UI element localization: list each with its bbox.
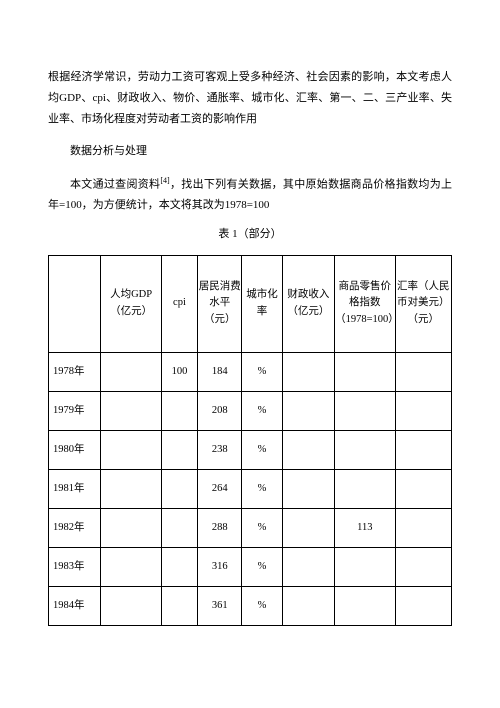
table-row: 1984年 361 % [49,586,452,625]
table-header-row: 人均GDP（亿元） cpi 居民消费水平（元） 城市化率 财政收入（亿元） 商品… [49,255,452,352]
cell-rpi: 113 [335,508,395,547]
cell-cons: 184 [198,352,242,391]
cell-cpi [161,586,197,625]
cell-cons: 208 [198,391,242,430]
cell-year: 1984年 [49,586,101,625]
cell-gdp [101,508,161,547]
table-row: 1978年 100 184 % [49,352,452,391]
header-urban: 城市化率 [242,255,282,352]
cell-rpi [335,352,395,391]
cell-fisc [282,469,334,508]
section-heading-data: 数据分析与处理 [48,141,452,162]
document-page: 根据经济学常识，劳动力工资可客观上受多种经济、社会因素的影响，本文考虑人均GDP… [0,0,500,708]
cell-fx [395,430,451,469]
cell-rpi [335,469,395,508]
table-body: 1978年 100 184 % 1979年 208 % 1980年 [49,352,452,625]
cell-urban: % [242,430,282,469]
header-fx: 汇率（人民币对美元）（元） [395,255,451,352]
cell-year: 1981年 [49,469,101,508]
cell-urban: % [242,586,282,625]
cell-fx [395,352,451,391]
cell-gdp [101,391,161,430]
table-row: 1980年 238 % [49,430,452,469]
header-gdp: 人均GDP（亿元） [101,255,161,352]
header-fisc: 财政收入（亿元） [282,255,334,352]
cell-gdp [101,586,161,625]
cell-cpi [161,391,197,430]
cell-fisc [282,547,334,586]
citation-ref: [4] [160,176,169,185]
data-table: 人均GDP（亿元） cpi 居民消费水平（元） 城市化率 财政收入（亿元） 商品… [48,255,452,626]
table-row: 1982年 288 % 113 [49,508,452,547]
cell-fx [395,586,451,625]
cell-rpi [335,547,395,586]
header-year [49,255,101,352]
table-caption: 表 1（部分） [48,224,452,245]
cell-cpi [161,430,197,469]
cell-urban: % [242,547,282,586]
cell-rpi [335,586,395,625]
table-row: 1981年 264 % [49,469,452,508]
cell-cons: 264 [198,469,242,508]
cell-cpi [161,469,197,508]
cell-fisc [282,586,334,625]
header-cons: 居民消费水平（元） [198,255,242,352]
cell-cpi: 100 [161,352,197,391]
cell-cons: 361 [198,586,242,625]
cell-year: 1982年 [49,508,101,547]
cell-gdp [101,547,161,586]
cell-fisc [282,352,334,391]
cell-year: 1980年 [49,430,101,469]
cell-gdp [101,469,161,508]
cell-gdp [101,352,161,391]
cell-fx [395,469,451,508]
table-row: 1979年 208 % [49,391,452,430]
cell-urban: % [242,352,282,391]
paragraph-method-before-ref: 本文通过查阅资料 [70,178,160,190]
cell-urban: % [242,508,282,547]
cell-fx [395,391,451,430]
cell-cpi [161,547,197,586]
cell-rpi [335,430,395,469]
cell-cpi [161,508,197,547]
cell-fx [395,508,451,547]
cell-cons: 288 [198,508,242,547]
paragraph-intro: 根据经济学常识，劳动力工资可客观上受多种经济、社会因素的影响，本文考虑人均GDP… [48,67,452,130]
cell-fisc [282,391,334,430]
cell-year: 1983年 [49,547,101,586]
cell-urban: % [242,391,282,430]
cell-gdp [101,430,161,469]
cell-year: 1978年 [49,352,101,391]
cell-fisc [282,508,334,547]
cell-fx [395,547,451,586]
cell-fisc [282,430,334,469]
cell-cons: 238 [198,430,242,469]
cell-year: 1979年 [49,391,101,430]
cell-urban: % [242,469,282,508]
paragraph-method: 本文通过查阅资料[4]，找出下列有关数据，其中原始数据商品价格指数均为上年=10… [48,173,452,216]
header-cpi: cpi [161,255,197,352]
header-rpi: 商品零售价格指数（1978=100） [335,255,395,352]
cell-cons: 316 [198,547,242,586]
cell-rpi [335,391,395,430]
table-row: 1983年 316 % [49,547,452,586]
